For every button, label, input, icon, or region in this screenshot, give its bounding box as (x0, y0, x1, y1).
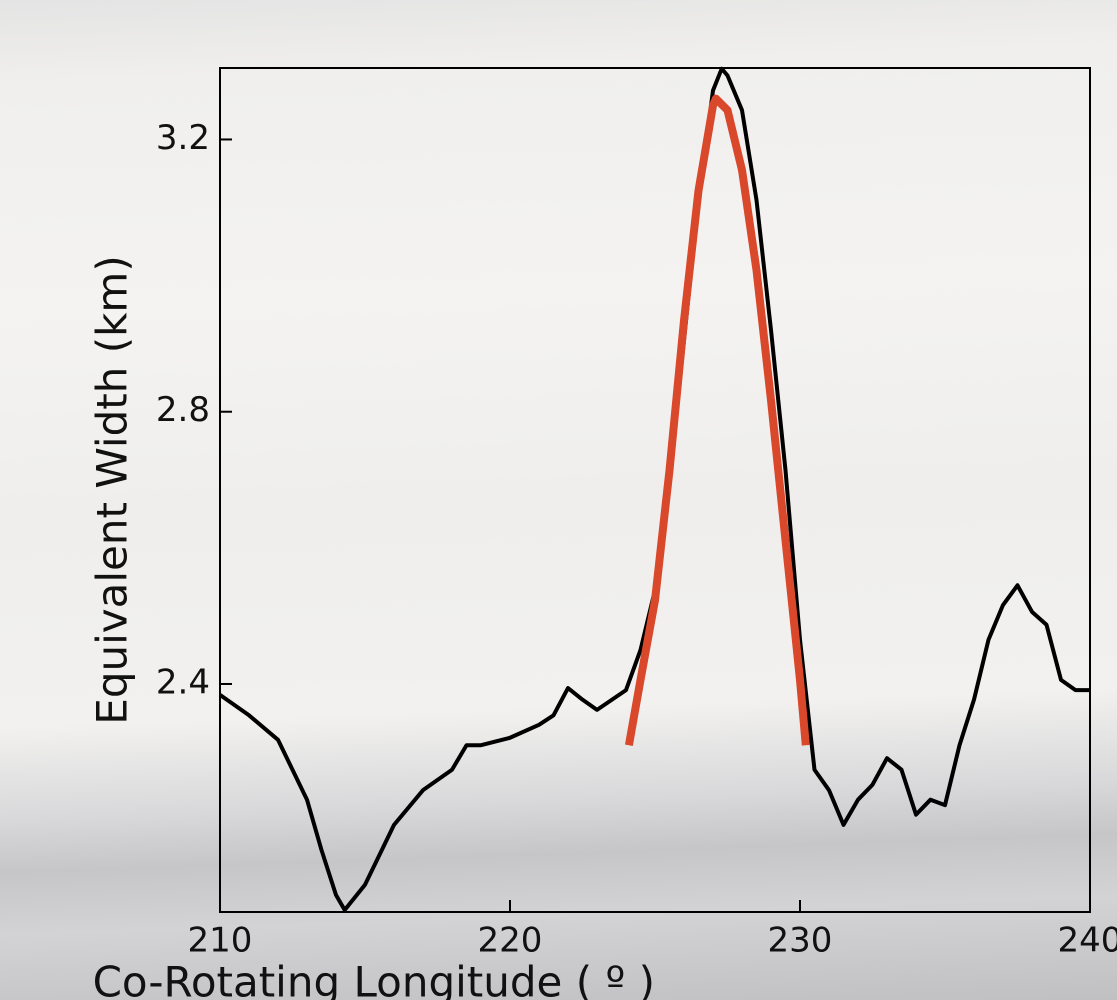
y-tick-label: 2.4 (156, 662, 210, 702)
x-tick-label: 210 (188, 921, 253, 961)
data-line (218, 66, 1090, 912)
fit-line (624, 94, 810, 746)
x-axis-label: Co-Rotating Longitude ( º ) (93, 958, 655, 1000)
x-tick-label: 240 (1058, 921, 1117, 961)
plot-frame (219, 67, 1091, 913)
x-tick-label: 230 (768, 921, 833, 961)
y-tick-label: 3.2 (156, 118, 210, 158)
y-tick-label: 2.8 (156, 390, 210, 430)
x-tick-label: 220 (478, 921, 543, 961)
y-axis-label: Equivalent Width (km) (88, 255, 137, 724)
